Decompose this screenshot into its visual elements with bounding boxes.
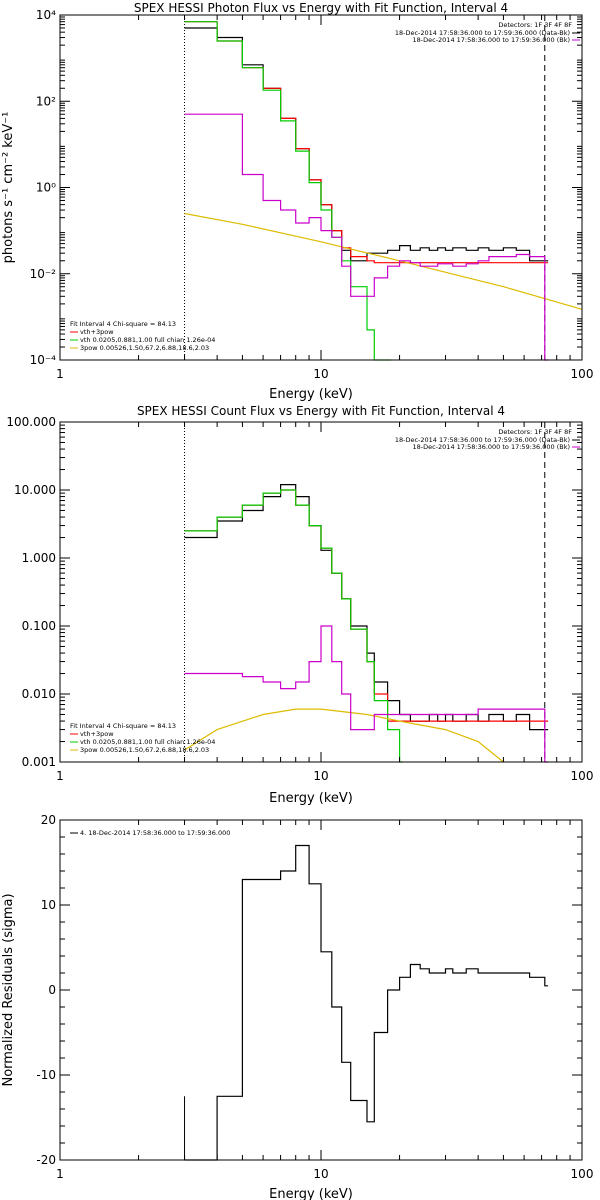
legend-top-header: Detectors: 1F 3F 4F 8F: [498, 21, 572, 29]
y-axis-label: photons s⁻¹ cm⁻² keV⁻¹: [1, 112, 16, 264]
y-tick-label: 10⁴: [36, 8, 56, 22]
x-axis-label: Energy (keV): [269, 791, 353, 806]
x-tick-label: 10: [313, 367, 328, 381]
y-tick-label: 10: [41, 898, 56, 912]
legend-bottom-entry: vth+3pow: [80, 328, 114, 336]
y-tick-label: 10⁻²: [30, 267, 57, 281]
y-tick-label: 0: [48, 983, 56, 997]
legend-bottom-entry: vth+3pow: [80, 730, 114, 738]
legend-top-entry: 18-Dec-2014 17:58:36.000 to 17:59:36.000…: [413, 36, 571, 44]
series-line-1: [184, 27, 549, 262]
y-tick-label: 0.001: [22, 755, 56, 769]
legend-top-header: Detectors: 1F 3F 4F 8F: [498, 428, 572, 436]
legend-entry: 4. 18-Dec-2014 17:58:36.000 to 17:59:36.…: [80, 829, 230, 837]
plot-frame: [59, 421, 583, 763]
y-tick-label: 0.010: [22, 687, 56, 701]
series-line-5: [184, 625, 549, 763]
series-line-2: [184, 21, 549, 264]
chart-panel-1: SPEX HESSI Photon Flux vs Energy with Fi…: [1, 1, 593, 402]
legend-top-entry: 18-Dec-2014 17:58:36.000 to 17:59:36.000…: [413, 443, 571, 451]
legend-bottom-entry: vth 0.0205,0.881,1.00 full chian 1.26e-0…: [80, 738, 215, 746]
y-tick-label: -20: [36, 1153, 56, 1167]
series-line-3: [184, 489, 403, 763]
chart-title: SPEX HESSI Count Flux vs Energy with Fit…: [137, 404, 505, 418]
x-tick-label: 10: [313, 769, 328, 783]
legend-bottom-entry: 3pow 0.00526,1.50,67.2,6.88,18.6,2.03: [80, 746, 209, 754]
series-line-1: [184, 844, 549, 1161]
x-tick-label: 1: [56, 367, 64, 381]
legend-bottom-header: Fit Interval 4 Chi-square = 84.13: [70, 722, 176, 730]
plot-frame: [59, 819, 583, 1161]
y-tick-label: 10⁻⁴: [30, 353, 57, 367]
x-tick-label: 10: [313, 1167, 328, 1181]
x-axis-label: Energy (keV): [269, 1187, 353, 1200]
series-line-4: [184, 212, 583, 310]
x-tick-label: 100: [571, 1167, 594, 1181]
x-axis-label: Energy (keV): [269, 387, 353, 402]
legend-top-entry: 18-Dec-2014 17:58:36.000 to 17:59:36.000…: [395, 436, 570, 444]
y-tick-label: 10⁰: [36, 181, 56, 195]
series-line-5: [184, 113, 549, 361]
y-tick-label: 10²: [36, 94, 56, 108]
y-tick-label: 1.000: [22, 551, 56, 565]
series-line-3: [184, 21, 391, 361]
x-tick-label: 100: [571, 367, 594, 381]
series-line-1: [184, 484, 549, 731]
series-line-4: [184, 708, 504, 763]
y-tick-label: 20: [41, 813, 56, 827]
y-axis-label: Normalized Residuals (sigma): [1, 893, 16, 1086]
y-tick-label: -10: [36, 1068, 56, 1082]
legend-bottom-entry: vth 0.0205,0.881,1.00 full chian 1.26e-0…: [80, 336, 215, 344]
y-tick-label: 10.000: [14, 483, 56, 497]
legend-top-entry: 18-Dec-2014 17:58:36.000 to 17:59:36.000…: [395, 29, 570, 37]
chart-panel-2: SPEX HESSI Count Flux vs Energy with Fit…: [6, 404, 593, 806]
legend-bottom-entry: 3pow 0.00526,1.50,67.2,6.88,18.6,2.03: [80, 344, 209, 352]
chart-title: SPEX HESSI Photon Flux vs Energy with Fi…: [134, 1, 508, 15]
x-tick-label: 1: [56, 1167, 64, 1181]
y-tick-label: 100.000: [6, 415, 56, 429]
x-tick-label: 100: [571, 769, 594, 783]
series-line-2: [184, 489, 549, 722]
legend-bottom-header: Fit Interval 4 Chi-square = 84.13: [70, 320, 176, 328]
y-tick-label: 0.100: [22, 619, 56, 633]
x-tick-label: 1: [56, 769, 64, 783]
